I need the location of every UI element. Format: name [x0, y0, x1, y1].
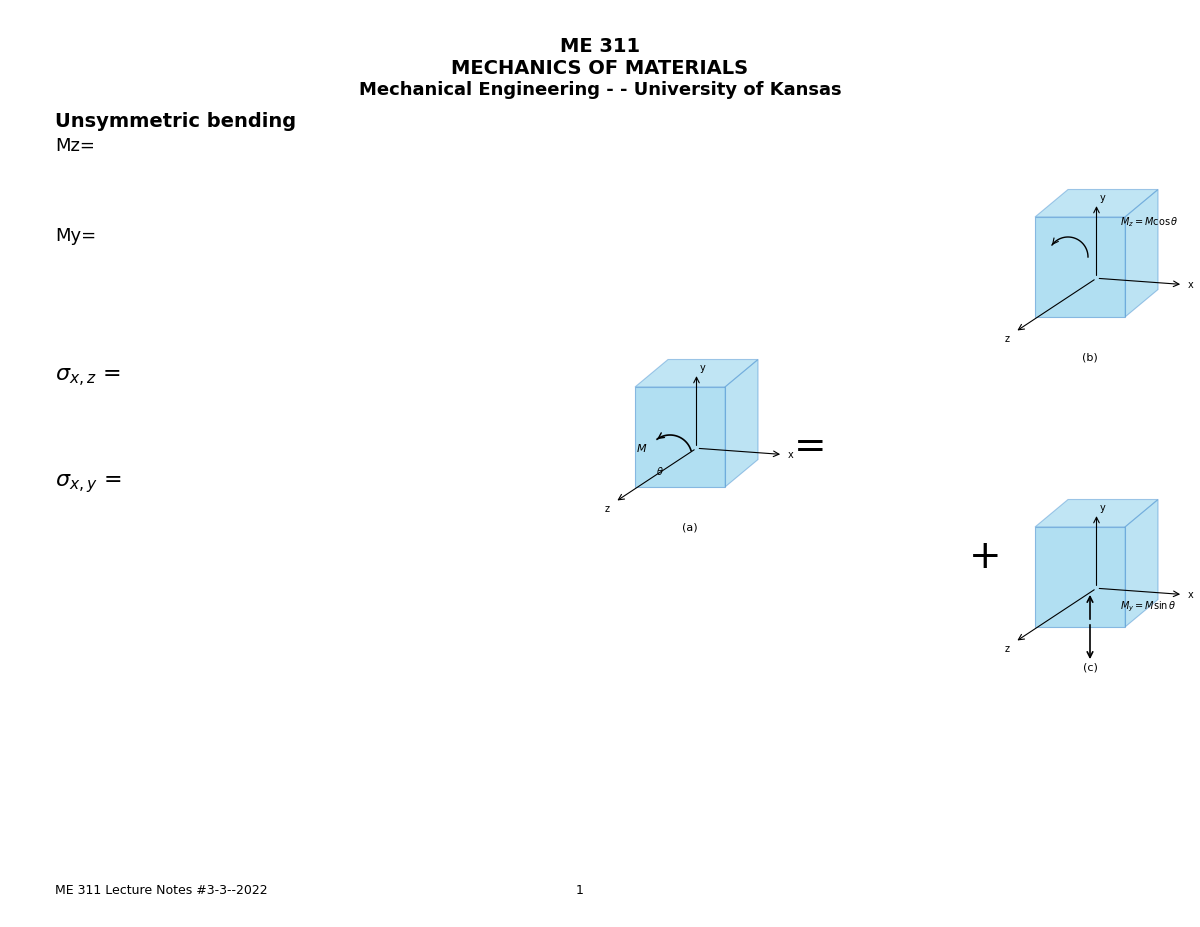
Text: $M_z = M\cos\theta$: $M_z = M\cos\theta$ — [1120, 215, 1178, 229]
Polygon shape — [1126, 500, 1158, 627]
Text: Unsymmetric bending: Unsymmetric bending — [55, 112, 296, 131]
Text: x: x — [1188, 280, 1194, 289]
Polygon shape — [635, 360, 758, 387]
Polygon shape — [1034, 189, 1158, 217]
Text: z: z — [1004, 334, 1009, 344]
Text: z: z — [605, 504, 610, 514]
Text: y: y — [1099, 503, 1105, 514]
Polygon shape — [1034, 527, 1126, 627]
Polygon shape — [635, 387, 725, 487]
Text: z: z — [1004, 644, 1009, 654]
Text: +: + — [968, 538, 1001, 576]
Text: ME 311: ME 311 — [560, 37, 640, 56]
Text: (a): (a) — [682, 522, 698, 532]
Polygon shape — [1126, 189, 1158, 317]
Text: M: M — [637, 444, 647, 454]
Text: Mz=: Mz= — [55, 137, 95, 155]
Text: x: x — [1188, 590, 1194, 600]
Polygon shape — [1034, 500, 1158, 527]
Text: MECHANICS OF MATERIALS: MECHANICS OF MATERIALS — [451, 59, 749, 78]
Text: $\sigma_{x,y}$ =: $\sigma_{x,y}$ = — [55, 472, 121, 495]
Text: =: = — [793, 428, 827, 466]
Text: (c): (c) — [1082, 662, 1098, 672]
Text: (b): (b) — [1082, 352, 1098, 362]
Text: $\sigma_{x,z}$ =: $\sigma_{x,z}$ = — [55, 367, 120, 389]
Text: y: y — [700, 363, 706, 374]
Text: 1: 1 — [576, 884, 584, 897]
Text: y: y — [1099, 193, 1105, 203]
Text: x: x — [788, 450, 794, 460]
Text: ME 311 Lecture Notes #3-3--2022: ME 311 Lecture Notes #3-3--2022 — [55, 884, 268, 897]
Polygon shape — [1034, 217, 1126, 317]
Text: $M_y = M\sin\theta$: $M_y = M\sin\theta$ — [1120, 600, 1176, 615]
Text: $\theta$: $\theta$ — [656, 465, 664, 477]
Text: Mechanical Engineering - - University of Kansas: Mechanical Engineering - - University of… — [359, 81, 841, 99]
Polygon shape — [725, 360, 758, 487]
Text: My=: My= — [55, 227, 96, 245]
